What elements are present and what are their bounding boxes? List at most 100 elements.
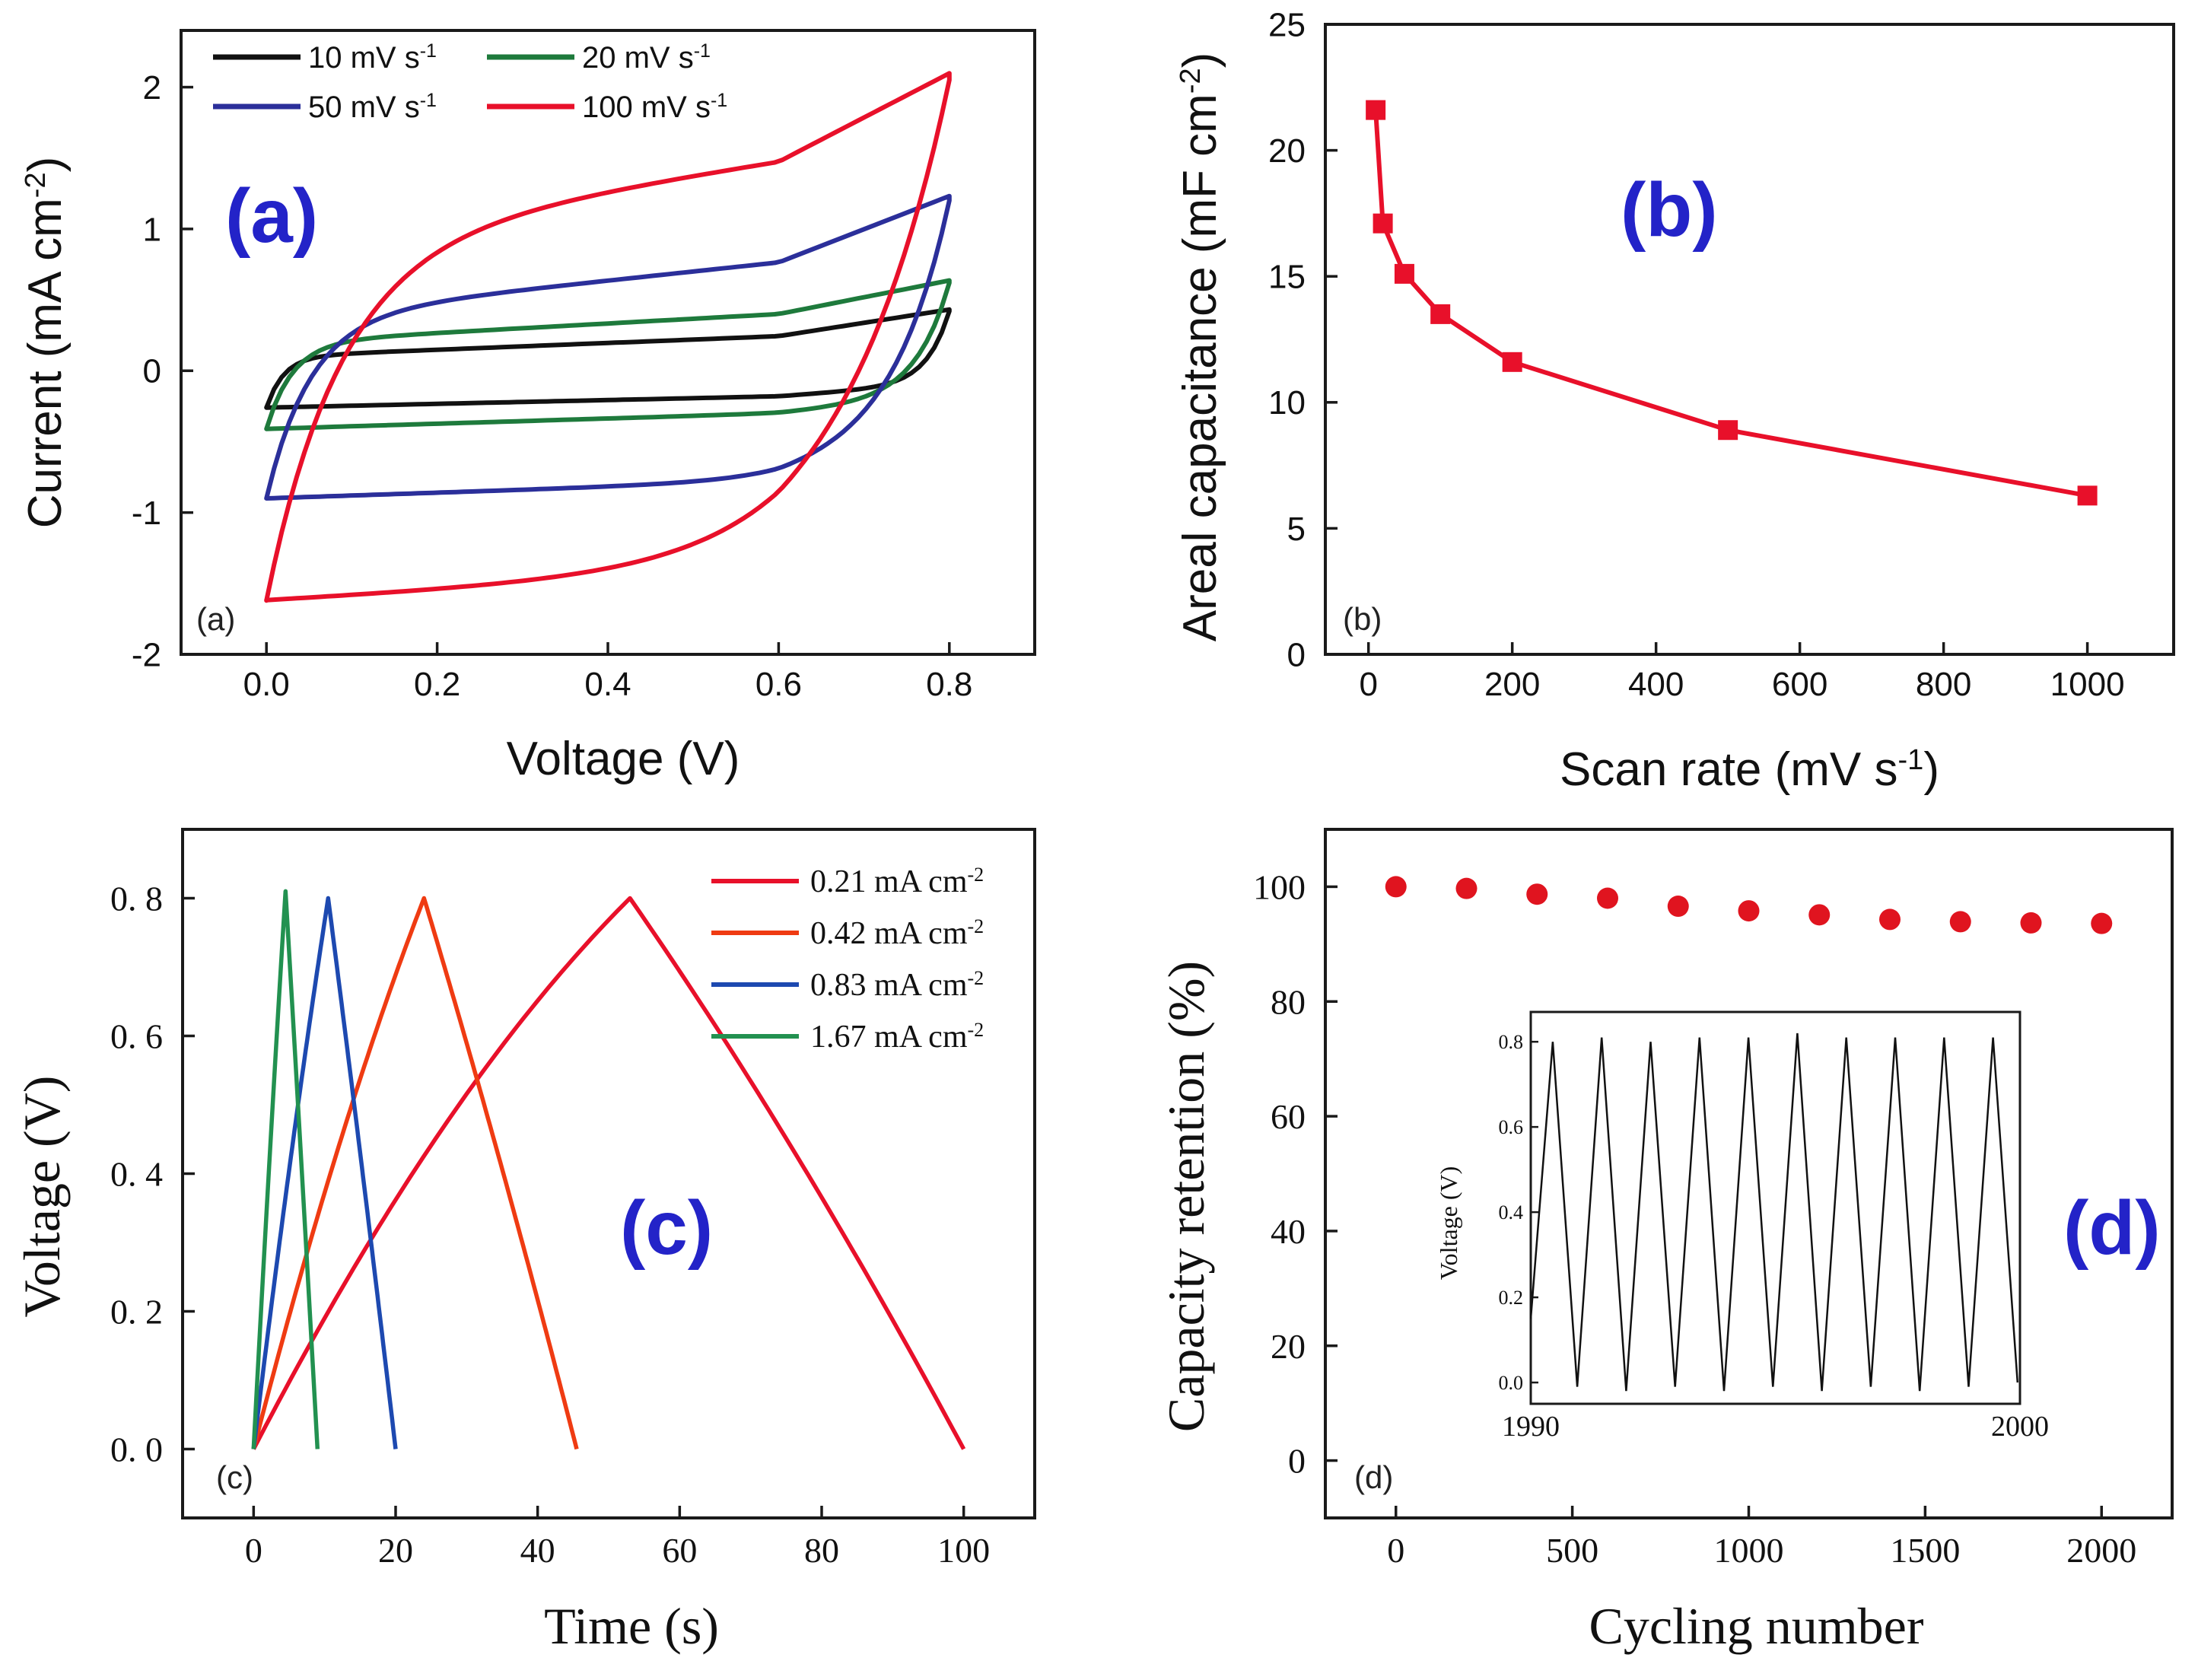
legend-label: 100 mV s-1 xyxy=(582,90,727,124)
gcd-curve-1 xyxy=(251,896,579,1450)
y-tick-label: -1 xyxy=(132,495,161,532)
panel-label: (c) xyxy=(620,1185,713,1271)
cv-curve-2 xyxy=(264,193,952,501)
panel-label: (a) xyxy=(225,173,318,259)
legend-label: 10 mV s-1 xyxy=(308,40,437,75)
x-tick-label: 0 xyxy=(1359,666,1377,703)
x-tick-label: 100 xyxy=(937,1531,990,1570)
x-tick-label: 60 xyxy=(662,1531,697,1570)
x-axis-label: Scan rate (mV s-1) xyxy=(1560,743,1939,796)
y-axis-label: Voltage (V) xyxy=(13,1076,71,1318)
y-tick-label: 0 xyxy=(143,353,161,390)
x-tick-label: 0.6 xyxy=(755,666,802,703)
y-axis-label-sup: -2 xyxy=(1175,68,1207,94)
legend-label-sup: -2 xyxy=(968,1019,984,1041)
x-axis-label-main: Scan rate (mV s xyxy=(1560,743,1897,796)
x-tick-label: 20 xyxy=(378,1531,413,1570)
retention-point xyxy=(1738,900,1760,922)
y-tick-label: 0. 8 xyxy=(110,880,163,918)
retention-point xyxy=(2020,912,2042,934)
legend-label: 1.67 mA cm-2 xyxy=(810,1019,984,1055)
x-tick-label: 1000 xyxy=(1714,1531,1784,1570)
legend-label-sup: -2 xyxy=(968,915,984,937)
y-tick-label: 1 xyxy=(143,211,161,248)
inset-y-tick-label: 0.0 xyxy=(1499,1372,1524,1394)
legend-label-sup: -1 xyxy=(694,40,711,62)
y-tick-label: 80 xyxy=(1271,982,1306,1021)
y-axis-label: Capacity retention (%) xyxy=(1157,961,1215,1432)
x-tick-label: 0.8 xyxy=(926,666,972,703)
x-tick-label: 1000 xyxy=(2050,666,2125,703)
y-tick-label: 15 xyxy=(1268,259,1306,296)
retention-point xyxy=(1597,887,1618,909)
legend-label-main: 50 mV s xyxy=(308,91,420,124)
x-tick-label: 1500 xyxy=(1890,1531,1960,1570)
inset-y-axis-label: Voltage (V) xyxy=(1435,1166,1462,1281)
y-tick-label: 20 xyxy=(1268,132,1306,170)
y-tick-label: 0. 2 xyxy=(110,1293,163,1332)
x-tick-label: 400 xyxy=(1628,666,1684,703)
inset-y-tick-label: 0.4 xyxy=(1499,1201,1524,1223)
y-axis-label-tail: ) xyxy=(1174,52,1226,68)
panel-label: (b) xyxy=(1621,167,1718,253)
data-marker xyxy=(1718,420,1738,441)
retention-point xyxy=(1526,883,1548,905)
y-axis-label-tail: ) xyxy=(19,157,72,173)
legend-label-main: 20 mV s xyxy=(582,41,694,75)
inset-x-tick-label: 2000 xyxy=(1991,1411,2049,1443)
x-axis-label: Time (s) xyxy=(544,1597,719,1655)
x-axis-label-tail: ) xyxy=(1923,743,1939,796)
legend-label-main: 0.21 mA cm xyxy=(810,864,968,899)
y-tick-label: 20 xyxy=(1271,1327,1306,1366)
cv-curve-0 xyxy=(264,307,952,410)
corner-label: (b) xyxy=(1343,601,1382,637)
panel-c: 0 20 40 60 80 100 0. 0 0. 2 0. 4 0. 6 0. 8 0.21 mA … xyxy=(13,828,1036,1655)
legend-label-sup: -2 xyxy=(968,864,984,886)
panel-d: 0 500 1000 1500 2000 0 20 40 60 80 100 0.0 0.2 0.4 0.6… xyxy=(1157,828,2174,1655)
legend-label: 50 mV s-1 xyxy=(308,90,437,124)
data-marker xyxy=(1502,352,1522,372)
legend-label-sup: -2 xyxy=(968,967,984,989)
data-marker xyxy=(1394,263,1414,284)
data-marker xyxy=(1366,100,1386,120)
retention-point xyxy=(1667,896,1689,918)
cv-curve-3 xyxy=(264,71,952,603)
x-tick-label: 0.0 xyxy=(243,666,290,703)
y-tick-label: 0. 0 xyxy=(110,1430,163,1469)
y-tick-label: 25 xyxy=(1268,6,1306,43)
corner-label: (a) xyxy=(196,601,235,637)
x-tick-label: 0.2 xyxy=(414,666,460,703)
retention-point xyxy=(1879,908,1901,931)
legend-label: 0.83 mA cm-2 xyxy=(810,967,984,1004)
legend-label: 0.42 mA cm-2 xyxy=(810,915,984,952)
gcd-curve-3 xyxy=(251,889,320,1449)
corner-label: (d) xyxy=(1354,1459,1393,1495)
y-tick-label: -2 xyxy=(132,636,161,673)
x-tick-label: 80 xyxy=(804,1531,839,1570)
x-tick-label: 800 xyxy=(1916,666,1971,703)
x-axis-label: Cycling number xyxy=(1589,1597,1923,1655)
inset: 0.0 0.2 0.4 0.6 0.8 1990 2000 Voltage (V) xyxy=(1435,1010,2049,1443)
x-axis-label: Voltage (V) xyxy=(507,733,740,785)
gcd-curve-2 xyxy=(251,896,398,1449)
y-tick-label: 5 xyxy=(1287,511,1306,548)
data-marker xyxy=(1373,213,1393,234)
gcd-curve-0 xyxy=(251,896,966,1450)
x-tick-label: 2000 xyxy=(2066,1531,2136,1570)
y-tick-label: 40 xyxy=(1271,1212,1306,1251)
retention-point xyxy=(1949,911,1971,933)
retention-point xyxy=(2091,912,2113,934)
legend-label-sup: -1 xyxy=(711,90,727,111)
legend: 10 mV s-1 20 mV s-150 mV s-1 100 mV s-1 xyxy=(213,40,727,124)
inset-y-tick-label: 0.8 xyxy=(1499,1031,1524,1053)
legend-label: 0.21 mA cm-2 xyxy=(810,864,984,900)
data-marker xyxy=(2077,485,2098,506)
y-axis-label-main: Current (mA cm xyxy=(19,198,72,528)
y-tick-label: 0. 6 xyxy=(110,1017,163,1056)
retention-point xyxy=(1808,904,1831,926)
y-tick-label: 2 xyxy=(143,69,161,107)
inset-y-tick-label: 0.6 xyxy=(1499,1116,1524,1138)
x-tick-label: 500 xyxy=(1546,1531,1598,1570)
